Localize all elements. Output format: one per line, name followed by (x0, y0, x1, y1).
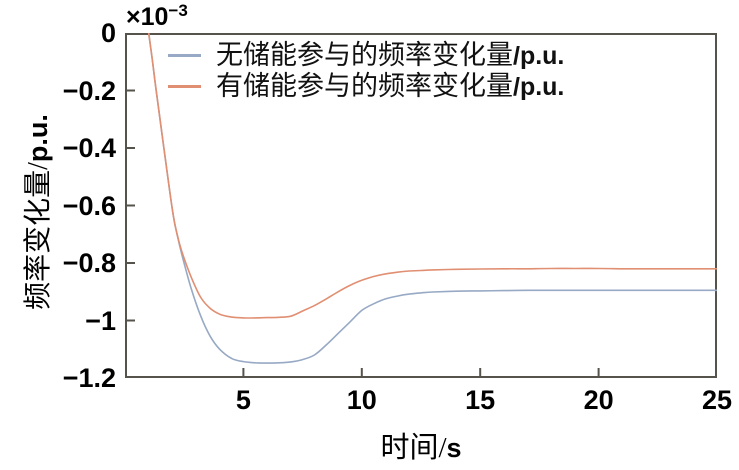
x-axis-title: 时间/s (271, 424, 571, 466)
y-tick-label: 0 (100, 18, 116, 48)
legend-label-unit: /p.u. (513, 72, 565, 101)
offset-base: ×10 (126, 3, 169, 31)
legend-label: 无储能参与的频率变化量/p.u. (216, 40, 564, 72)
series-line-0 (147, 33, 717, 364)
plot-area (125, 33, 717, 378)
legend: 无储能参与的频率变化量/p.u. 有储能参与的频率变化量/p.u. (168, 40, 564, 102)
legend-line-swatch (168, 85, 201, 88)
x-tick-label: 10 (346, 385, 377, 415)
legend-item: 有储能参与的频率变化量/p.u. (168, 71, 564, 102)
axes-frame (125, 33, 717, 378)
legend-item: 无储能参与的频率变化量/p.u. (168, 40, 564, 71)
legend-label-text: 有储能参与的频率变化量 (216, 70, 513, 101)
y-axis-offset-label: ×10−3 (126, 1, 188, 32)
x-axis-title-unit: s (446, 433, 462, 463)
y-tick-label: −1.2 (62, 363, 116, 393)
legend-label: 有储能参与的频率变化量/p.u. (216, 71, 564, 103)
y-tick-label: −0.8 (62, 248, 116, 278)
x-tick-label: 20 (583, 385, 614, 415)
legend-line-swatch (168, 54, 201, 57)
series-line-1 (147, 33, 717, 319)
x-tick-label: 15 (465, 385, 496, 415)
y-tick-label: −0.4 (62, 133, 116, 163)
offset-exponent: −3 (168, 1, 188, 20)
legend-label-unit: /p.u. (513, 41, 565, 70)
y-tick-label: −0.6 (62, 190, 116, 221)
x-tick-label: 5 (235, 385, 251, 415)
legend-label-text: 无储能参与的频率变化量 (216, 39, 513, 70)
x-axis-title-text: 时间/ (380, 432, 447, 464)
x-tick-label: 25 (701, 385, 733, 415)
y-tick-label: −1 (85, 305, 116, 336)
y-axis-title-text: 频率变化量/ (23, 162, 54, 310)
y-tick-label: −0.2 (62, 75, 116, 106)
